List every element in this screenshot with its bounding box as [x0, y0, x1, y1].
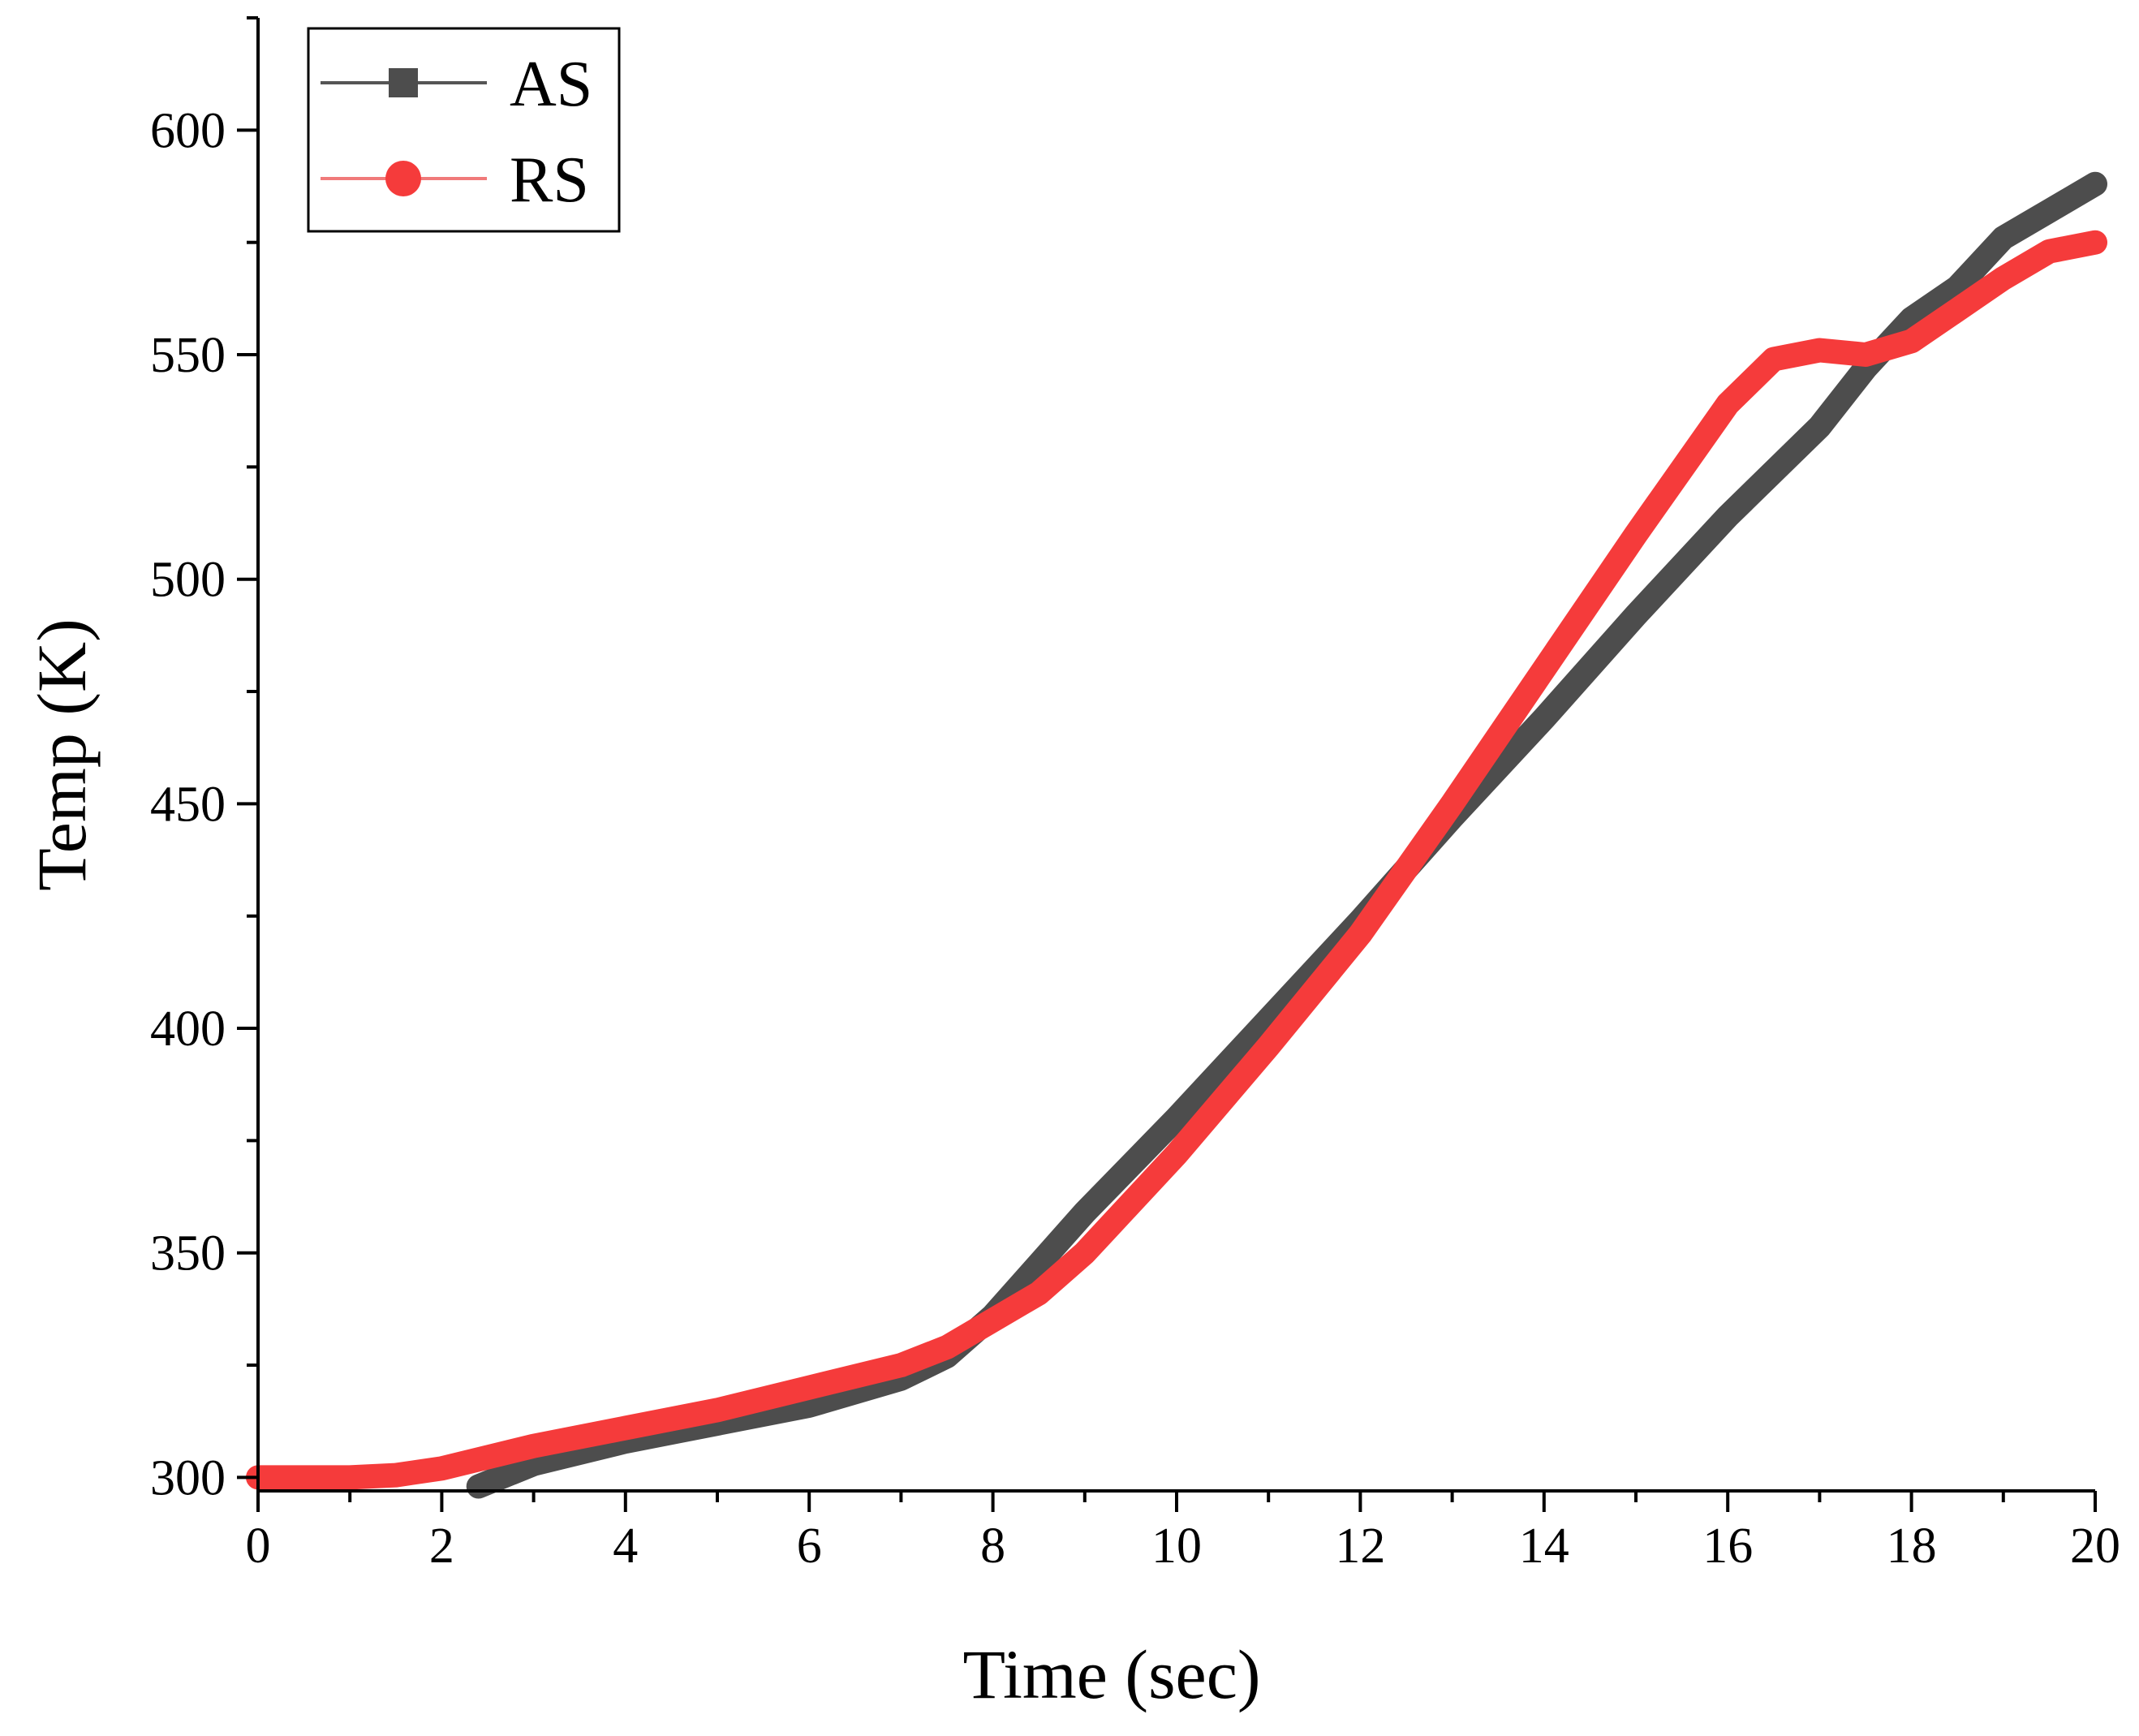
y-tick-label: 500 [150, 553, 226, 608]
y-tick-label: 300 [150, 1450, 226, 1506]
y-axis-title: Temp (K) [23, 618, 101, 890]
x-tick-label: 16 [1702, 1518, 1753, 1574]
series-line-as [466, 171, 2107, 1499]
series-line-rs [246, 230, 2107, 1490]
legend-box [307, 27, 621, 233]
x-tick-label: 4 [613, 1518, 638, 1574]
legend-marker-rs [385, 161, 421, 196]
x-tick-label: 14 [1519, 1518, 1569, 1574]
y-tick-label: 350 [150, 1226, 226, 1282]
x-tick-label: 12 [1335, 1518, 1385, 1574]
x-tick-label: 0 [246, 1518, 271, 1574]
x-axis-title: Time (sec) [962, 1635, 1260, 1713]
x-tick-label: 8 [980, 1518, 1005, 1574]
x-tick-label: 20 [2070, 1518, 2120, 1574]
x-tick-label: 6 [797, 1518, 822, 1574]
y-tick-label: 450 [150, 777, 226, 832]
legend-label-rs: RS [510, 144, 589, 216]
x-tick-label: 18 [1887, 1518, 1937, 1574]
x-tick-label: 10 [1151, 1518, 1202, 1574]
y-tick-label: 400 [150, 1002, 226, 1057]
legend-marker-as [389, 68, 418, 97]
y-tick-label: 550 [150, 328, 226, 383]
x-tick-label: 2 [429, 1518, 454, 1574]
legend-label-as: AS [510, 49, 592, 120]
legend: AS RS [307, 27, 621, 233]
y-tick-label: 600 [150, 103, 226, 158]
